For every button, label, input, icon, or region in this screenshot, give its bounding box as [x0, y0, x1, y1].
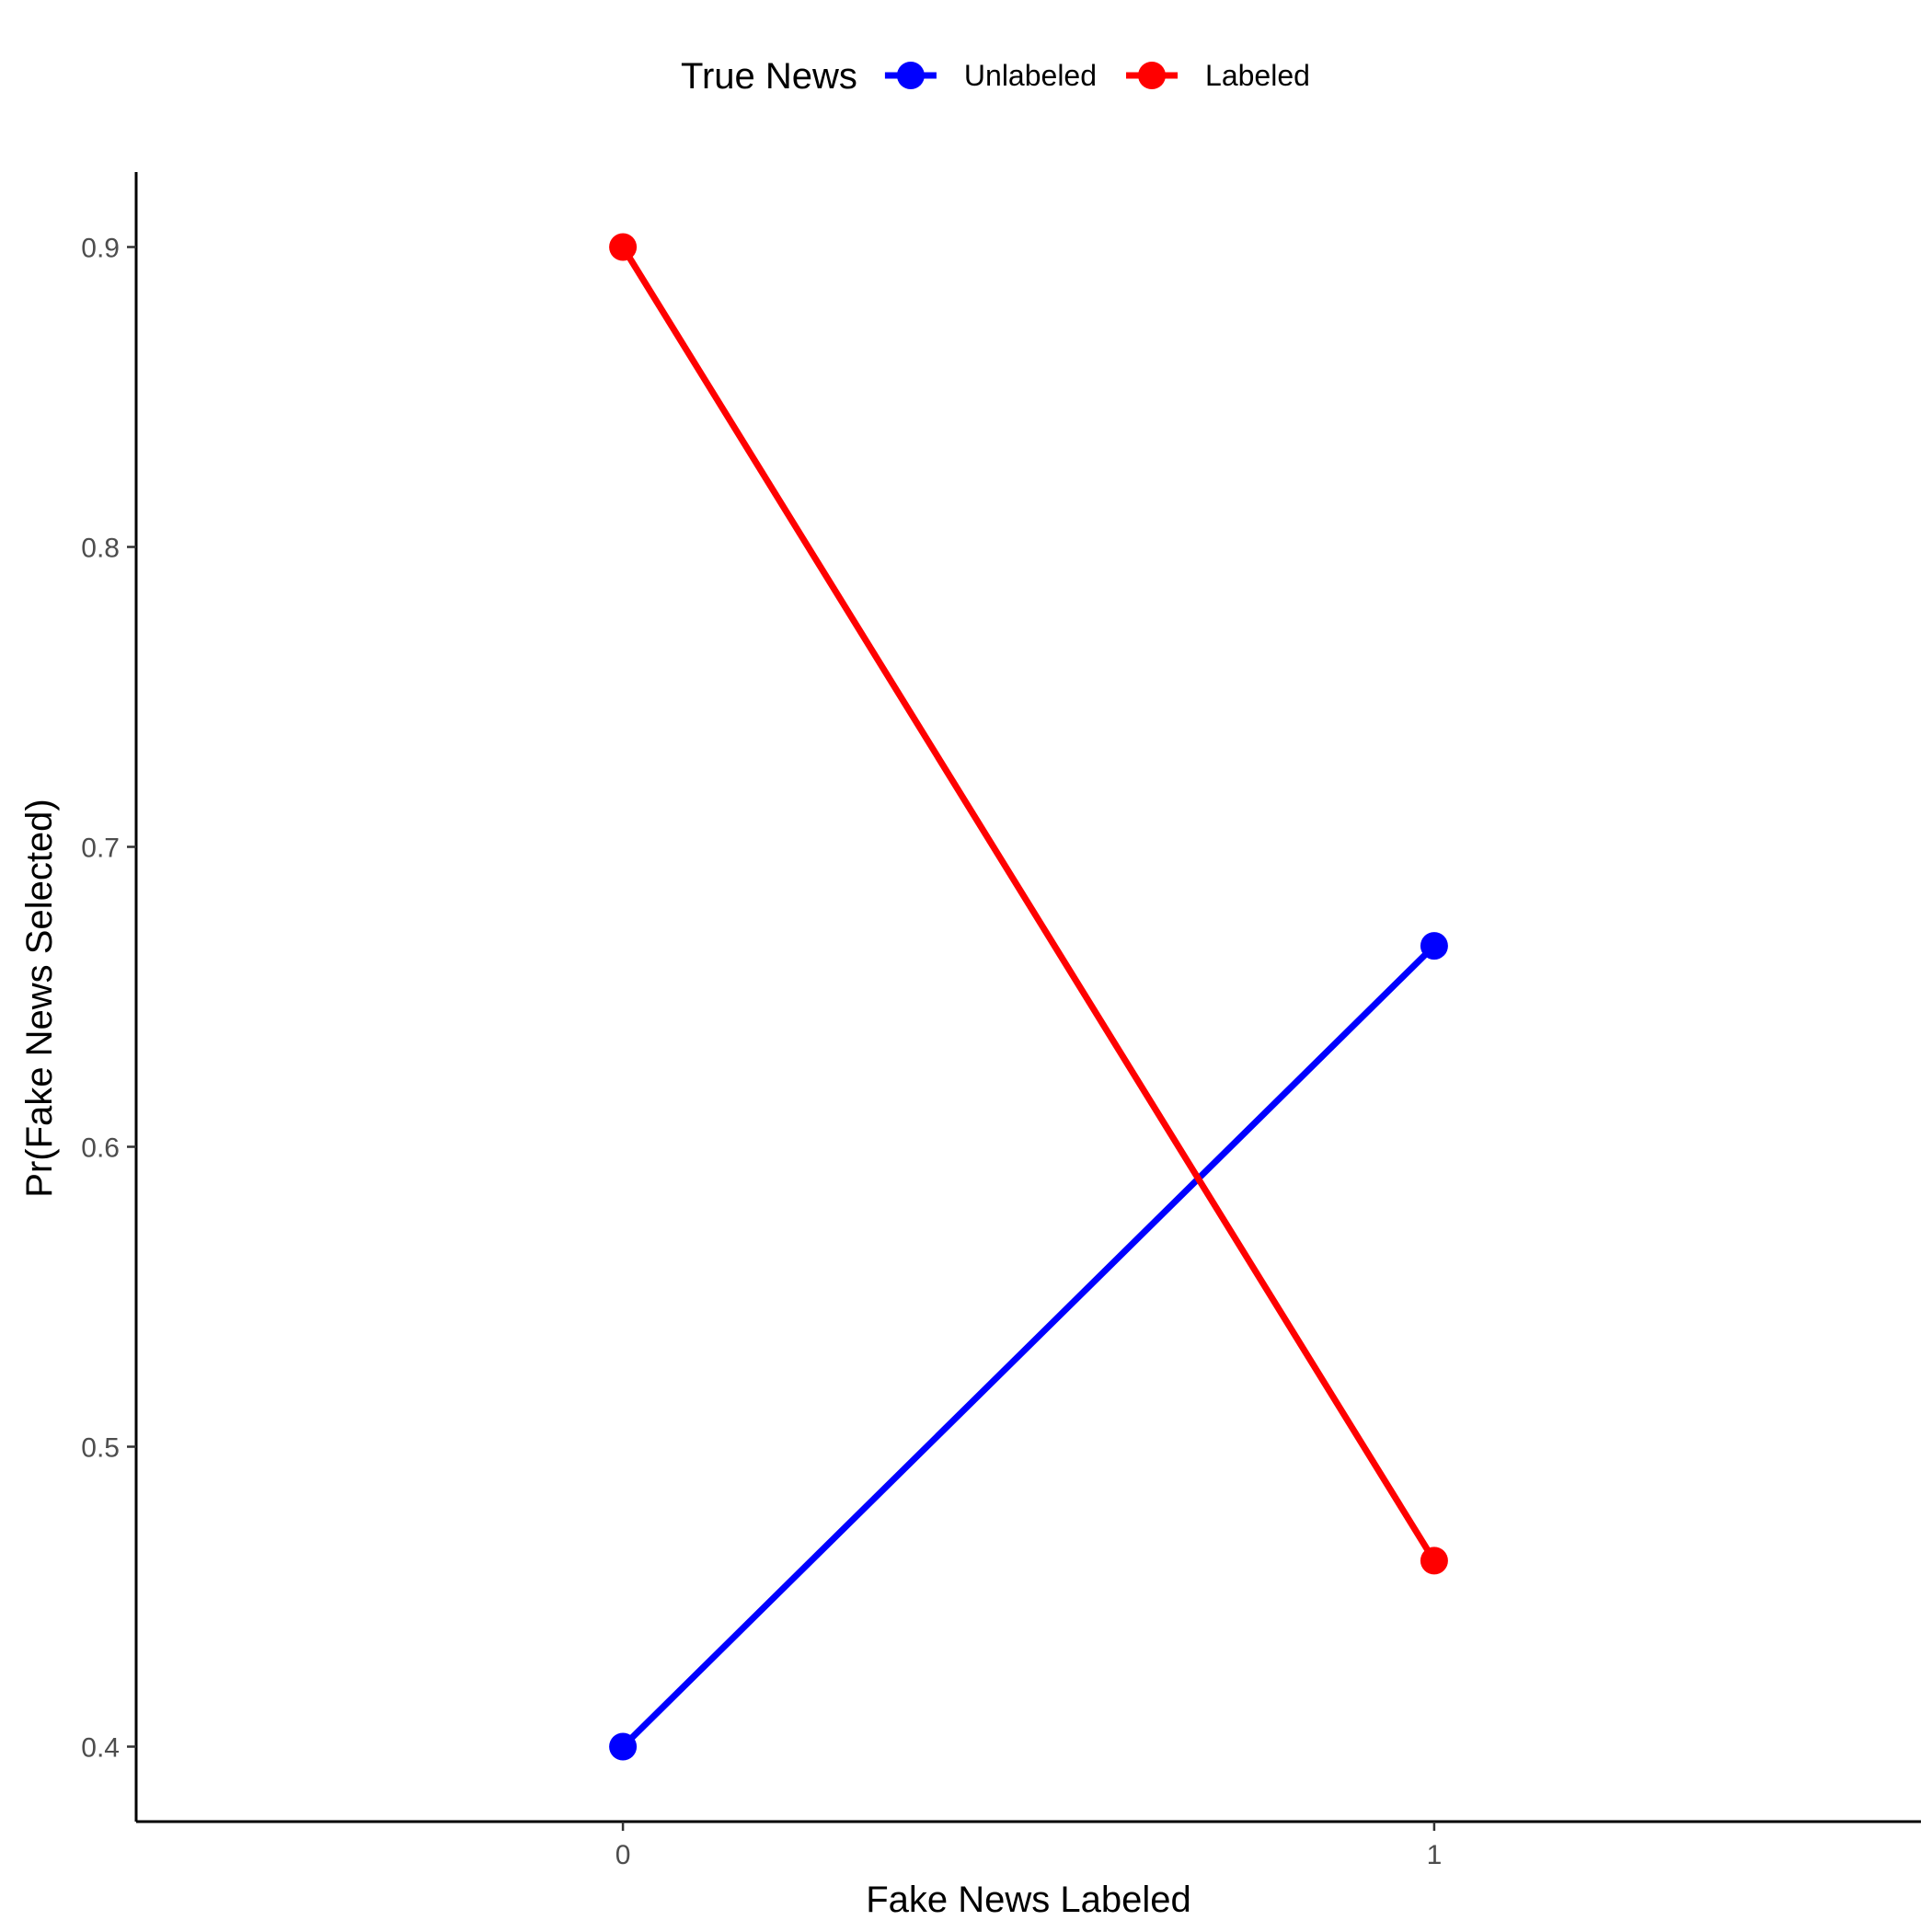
y-tick-label: 0.7 [81, 834, 120, 864]
legend-label-unlabeled: Unlabeled [964, 59, 1097, 92]
legend-label-labeled: Labeled [1205, 59, 1310, 92]
legend-title: True News [681, 56, 857, 97]
y-tick-label: 0.6 [81, 1133, 120, 1164]
series-line-labeled [620, 245, 1437, 1563]
point-unlabeled-1 [1420, 932, 1448, 960]
series-line-unlabeled [620, 943, 1437, 1749]
y-tick-label: 0.5 [81, 1433, 120, 1464]
x-tick-label: 0 [615, 1840, 631, 1870]
y-ticks: 0.4 0.5 0.6 0.7 0.8 0.9 [81, 234, 136, 1764]
x-tick-label: 1 [1427, 1840, 1443, 1870]
x-axis-title: Fake News Labeled [866, 1880, 1191, 1920]
point-labeled-1 [1420, 1547, 1448, 1575]
point-labeled-0 [609, 233, 638, 261]
y-tick-label: 0.9 [81, 234, 120, 264]
legend-item-unlabeled: Unlabeled [884, 59, 1097, 92]
series-lines [620, 245, 1437, 1749]
y-tick-label: 0.8 [81, 534, 120, 564]
y-axis-title: Pr(Fake News Selected) [19, 799, 60, 1197]
point-unlabeled-0 [609, 1732, 638, 1761]
legend-swatch-point-unlabeled [896, 62, 925, 89]
legend-swatch-point-labeled [1138, 62, 1167, 89]
legend: True News Unlabeled Labeled [681, 56, 1310, 97]
y-tick-label: 0.4 [81, 1733, 120, 1764]
series-points [609, 233, 1448, 1761]
legend-item-labeled: Labeled [1126, 59, 1310, 92]
